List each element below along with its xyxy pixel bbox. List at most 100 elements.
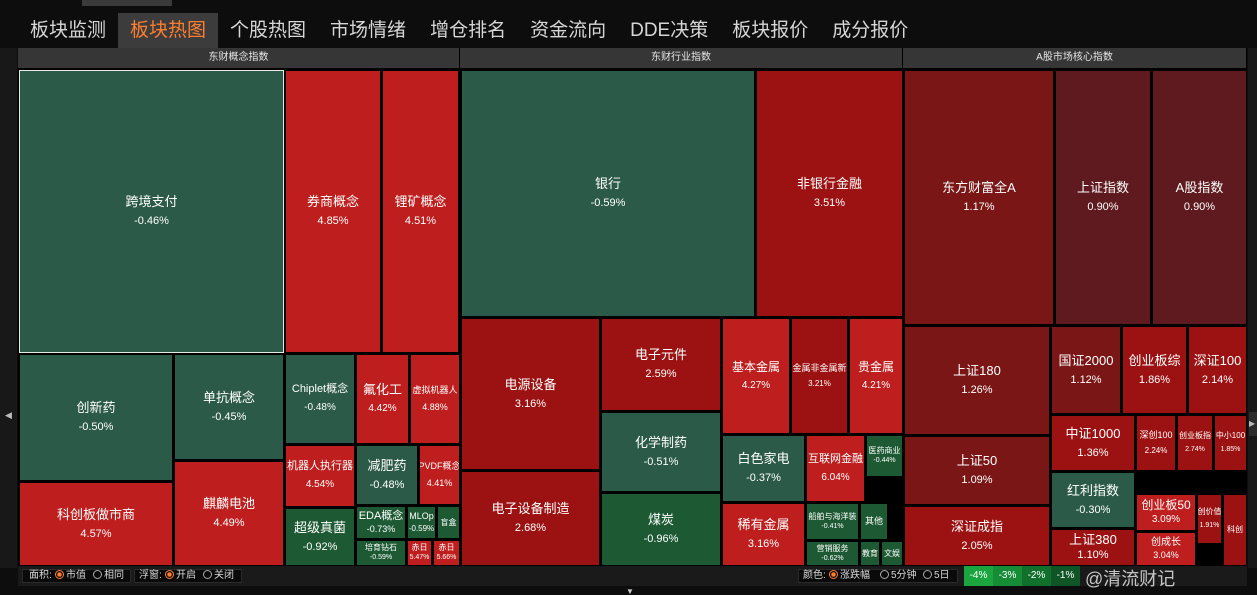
heatmap-tile[interactable]: 创业板50 3.09% <box>1136 494 1196 531</box>
heatmap-tile[interactable]: 上证指数 0.90% <box>1055 70 1151 325</box>
heatmap-tile[interactable]: 基本金属 4.27% <box>722 318 790 434</box>
heatmap-tile[interactable]: 创新药 -0.50% <box>19 354 173 481</box>
heatmap-tile[interactable]: 培育钻石 -0.59% <box>356 540 406 566</box>
tile-change-pct: 2.05% <box>961 539 993 552</box>
heatmap-tile[interactable]: 麒麟电池 4.49% <box>174 461 284 566</box>
heatmap-tile[interactable]: 创成长 3.04% <box>1136 532 1196 566</box>
heatmap-tile[interactable]: 医药商业 -0.44% <box>866 435 903 477</box>
heatmap-tile[interactable]: 科创板做市商 4.57% <box>19 482 173 566</box>
tile-change-pct: -0.59% <box>590 197 626 210</box>
heatmap-tile[interactable]: 非银行金融 3.51% <box>756 70 903 317</box>
heatmap-tile[interactable]: 减肥药 -0.48% <box>356 445 418 505</box>
heatmap-tile[interactable]: 电子元件 2.59% <box>601 318 721 411</box>
heatmap-tile[interactable]: 金属非金属新 3.21% <box>791 318 848 434</box>
tile-name: 白色家电 <box>737 451 790 466</box>
tile-change-pct: 3.51% <box>813 197 846 210</box>
tab-dde[interactable]: DDE决策 <box>630 20 709 41</box>
radio-on-icon <box>829 570 838 579</box>
section-header-industry: 东财行业指数 <box>460 48 903 68</box>
scale-step: -2% <box>1022 566 1051 586</box>
heatmap-tile[interactable]: 中证1000 1.36% <box>1051 415 1135 471</box>
heatmap-tile[interactable]: 深证100 2.14% <box>1188 326 1247 414</box>
tile-change-pct: -0.41% <box>821 522 844 530</box>
heatmap-tile[interactable]: 贵金属 4.21% <box>849 318 903 434</box>
heatmap-tile[interactable]: 东方财富全A 1.17% <box>904 70 1054 325</box>
tab-sector-quote[interactable]: 板块报价 <box>732 20 809 41</box>
tile-change-pct: 5.66% <box>436 554 457 562</box>
color-option-5day[interactable]: 5日 <box>923 566 950 586</box>
heatmap-tile[interactable]: 科创 <box>1223 494 1247 566</box>
area-option-market-cap[interactable]: 市值 <box>55 566 86 586</box>
heatmap-tile[interactable]: 上证50 1.09% <box>904 436 1050 505</box>
title-strip <box>82 0 172 6</box>
tile-change-pct: 1.91% <box>1199 522 1220 530</box>
scale-step: -1% <box>1051 566 1080 586</box>
heatmap-tile[interactable]: 银行 -0.59% <box>461 70 755 317</box>
heatmap-tile[interactable]: MLOp -0.59% <box>407 506 436 539</box>
heatmap-tile[interactable]: 教育 <box>860 541 880 566</box>
heatmap-tile[interactable]: 机器人执行器 4.54% <box>285 445 355 507</box>
tile-change-pct: -0.51% <box>643 455 679 468</box>
tab-sector-monitor[interactable]: 板块监测 <box>30 20 107 41</box>
tab-stock-heatmap[interactable]: 个股热图 <box>230 20 307 41</box>
heatmap-tile[interactable]: 化学制药 -0.51% <box>601 412 721 492</box>
heatmap-tile[interactable]: 互联网金融 6.04% <box>806 435 865 502</box>
tile-change-pct: 1.09% <box>961 474 993 487</box>
tile-change-pct: 4.51% <box>404 215 437 228</box>
area-option-equal[interactable]: 相同 <box>93 566 124 586</box>
heatmap-tile[interactable]: 跨境支付 -0.46% <box>19 70 284 353</box>
heatmap-tile[interactable]: 赤日 5.47% <box>407 540 432 566</box>
heatmap-tile[interactable]: 稀有金属 3.16% <box>722 503 805 566</box>
collapse-left-icon[interactable]: ◀ <box>5 410 12 420</box>
heatmap-tile[interactable]: 红利指数 -0.30% <box>1051 472 1135 528</box>
heatmap-tile[interactable]: 煤炭 -0.96% <box>601 493 721 566</box>
tile-name: 化学制药 <box>634 434 687 450</box>
heatmap-tile[interactable]: 文娱 <box>881 541 903 566</box>
tile-change-pct: 1.86% <box>1138 373 1171 386</box>
float-option-on[interactable]: 开启 <box>165 566 196 586</box>
heatmap-tile[interactable]: 上证180 1.26% <box>904 326 1050 435</box>
tab-fund-flow[interactable]: 资金流向 <box>530 20 607 41</box>
heatmap-tile[interactable]: 赤日 5.66% <box>433 540 460 566</box>
heatmap-tile[interactable]: Chiplet概念 -0.48% <box>285 354 355 444</box>
expand-down-icon[interactable]: ▼ <box>626 587 634 595</box>
heatmap-tile[interactable]: 上证380 1.10% <box>1051 529 1135 566</box>
heatmap-tile[interactable]: A股指数 0.90% <box>1152 70 1247 325</box>
heatmap-tile[interactable]: 电源设备 3.16% <box>461 318 600 470</box>
heatmap-tile[interactable]: 创价值 1.91% <box>1197 494 1222 544</box>
heatmap-tile[interactable]: 创业板综 1.86% <box>1122 326 1187 414</box>
tab-sector-heatmap[interactable]: 板块热图 <box>118 13 219 49</box>
heatmap-tile[interactable]: EDA概念 -0.73% <box>356 506 406 539</box>
heatmap-tile[interactable]: 深创100 2.24% <box>1136 415 1176 471</box>
tab-market-sentiment[interactable]: 市场情绪 <box>330 20 407 41</box>
heatmap-tile[interactable]: PVDF概念 4.41% <box>419 445 460 505</box>
heatmap-tile[interactable]: 深证成指 2.05% <box>904 506 1050 566</box>
heatmap-tile[interactable]: 券商概念 4.85% <box>285 70 381 353</box>
heatmap-tile[interactable]: 其他 <box>860 503 888 540</box>
tile-name: 电源设备 <box>504 376 557 392</box>
heatmap-tile[interactable]: 锂矿概念 4.51% <box>382 70 459 353</box>
tile-name: 金属非金属新 <box>792 362 847 373</box>
heatmap-tile[interactable]: 氟化工 4.42% <box>356 354 409 444</box>
area-label: 面积: <box>29 570 52 581</box>
heatmap-tile[interactable]: 中小100 1.85% <box>1214 415 1247 471</box>
heatmap-tile[interactable]: 单抗概念 -0.45% <box>174 354 284 460</box>
heatmap-tile[interactable]: 国证2000 1.12% <box>1051 326 1121 414</box>
heatmap-tile[interactable]: 创业板指 2.74% <box>1177 415 1213 471</box>
float-option-off[interactable]: 关闭 <box>203 566 234 586</box>
color-option-change[interactable]: 涨跌幅 <box>829 566 870 586</box>
heatmap-tile[interactable]: 超级真菌 -0.92% <box>285 508 355 566</box>
heatmap-tile[interactable]: 虚拟机器人 4.88% <box>410 354 460 444</box>
tab-component-quote[interactable]: 成分报价 <box>832 20 909 41</box>
tile-change-pct: 2.59% <box>645 368 677 381</box>
section-header-core-index: A股市场核心指数 <box>903 48 1247 68</box>
heatmap-tile[interactable]: 白色家电 -0.37% <box>722 435 805 502</box>
color-option-5min[interactable]: 5分钟 <box>880 566 917 586</box>
tab-position-ranking[interactable]: 增仓排名 <box>430 20 507 41</box>
collapse-right-icon[interactable]: ▶ <box>1249 412 1257 436</box>
heatmap-tile[interactable]: 电子设备制造 2.68% <box>461 471 600 566</box>
heatmap-tile[interactable]: 船舶与海洋装 -0.41% <box>806 503 859 540</box>
heatmap-tile[interactable]: 盲盒 <box>437 506 460 539</box>
tile-name: 深创100 <box>1139 429 1173 440</box>
heatmap-tile[interactable]: 营销服务 -0.62% <box>806 541 859 566</box>
